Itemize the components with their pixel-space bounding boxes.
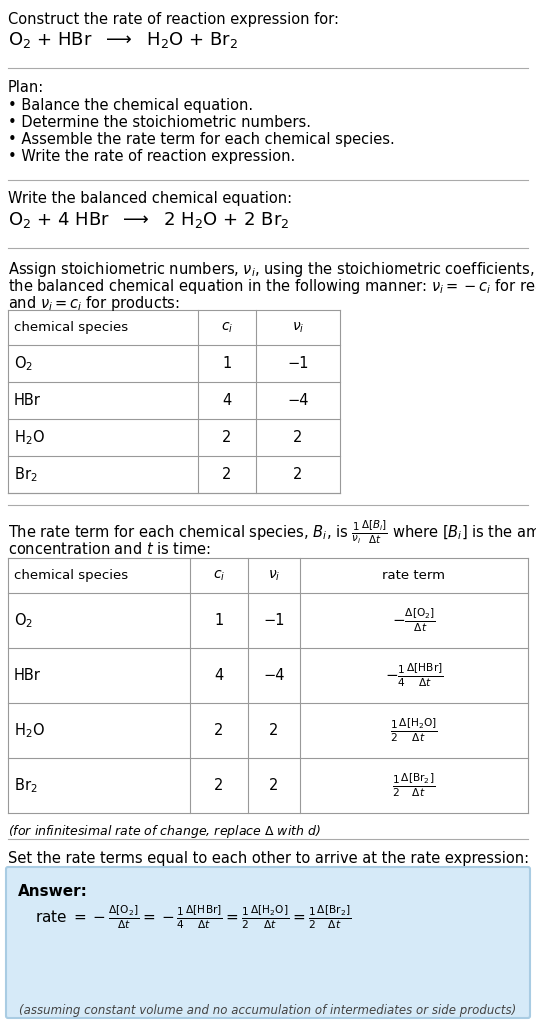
Text: −4: −4 (263, 668, 285, 683)
Text: rate $= -\frac{\Delta[\mathrm{O_2}]}{\Delta t} = -\frac{1}{4}\frac{\Delta[\mathr: rate $= -\frac{\Delta[\mathrm{O_2}]}{\De… (35, 903, 351, 931)
Text: $c_i$: $c_i$ (213, 568, 225, 583)
Text: $\frac{1}{2}\frac{\Delta[\mathrm{Br_2}]}{\Delta t}$: $\frac{1}{2}\frac{\Delta[\mathrm{Br_2}]}… (392, 772, 436, 799)
Text: • Determine the stoichiometric numbers.: • Determine the stoichiometric numbers. (8, 115, 311, 130)
Text: Construct the rate of reaction expression for:: Construct the rate of reaction expressio… (8, 12, 339, 27)
Text: $c_i$: $c_i$ (221, 320, 233, 334)
Text: • Balance the chemical equation.: • Balance the chemical equation. (8, 98, 253, 113)
Text: (assuming constant volume and no accumulation of intermediates or side products): (assuming constant volume and no accumul… (19, 1004, 517, 1017)
Text: $\frac{1}{2}\frac{\Delta[\mathrm{H_2O}]}{\Delta t}$: $\frac{1}{2}\frac{\Delta[\mathrm{H_2O}]}… (390, 716, 438, 744)
Text: 2: 2 (222, 467, 232, 482)
Text: 2: 2 (214, 778, 224, 793)
Text: 2: 2 (222, 430, 232, 445)
Text: • Write the rate of reaction expression.: • Write the rate of reaction expression. (8, 149, 295, 164)
Text: $\mathrm{O_2}$: $\mathrm{O_2}$ (14, 355, 33, 373)
Text: 2: 2 (269, 778, 279, 793)
Text: $\mathrm{O_2}$ + HBr  $\longrightarrow$  $\mathrm{H_2O}$ + $\mathrm{Br_2}$: $\mathrm{O_2}$ + HBr $\longrightarrow$ $… (8, 30, 238, 50)
Text: 2: 2 (293, 430, 303, 445)
Text: chemical species: chemical species (14, 569, 128, 582)
Text: 4: 4 (222, 393, 232, 408)
Text: $-\frac{1}{4}\frac{\Delta[\mathrm{HBr}]}{\Delta t}$: $-\frac{1}{4}\frac{\Delta[\mathrm{HBr}]}… (384, 661, 443, 689)
Text: Answer:: Answer: (18, 884, 88, 899)
FancyBboxPatch shape (6, 867, 530, 1018)
Text: (for infinitesimal rate of change, replace $\Delta$ with $d$): (for infinitesimal rate of change, repla… (8, 823, 321, 840)
Text: −1: −1 (287, 356, 309, 371)
Text: the balanced chemical equation in the following manner: $\nu_i = -c_i$ for react: the balanced chemical equation in the fo… (8, 277, 536, 296)
Text: chemical species: chemical species (14, 321, 128, 334)
Text: $\mathrm{O_2}$ + 4 HBr  $\longrightarrow$  2 $\mathrm{H_2O}$ + 2 $\mathrm{Br_2}$: $\mathrm{O_2}$ + 4 HBr $\longrightarrow$… (8, 210, 289, 230)
Text: Assign stoichiometric numbers, $\nu_i$, using the stoichiometric coefficients, $: Assign stoichiometric numbers, $\nu_i$, … (8, 260, 536, 279)
Text: rate term: rate term (383, 569, 445, 582)
Text: HBr: HBr (14, 393, 41, 408)
Text: $\nu_i$: $\nu_i$ (292, 320, 304, 334)
Text: $-\frac{\Delta[\mathrm{O_2}]}{\Delta t}$: $-\frac{\Delta[\mathrm{O_2}]}{\Delta t}$ (392, 607, 436, 635)
Text: $\mathrm{H_2O}$: $\mathrm{H_2O}$ (14, 722, 45, 740)
Text: Plan:: Plan: (8, 80, 44, 95)
Text: HBr: HBr (14, 668, 41, 683)
Text: −4: −4 (287, 393, 309, 408)
Text: −1: −1 (263, 613, 285, 628)
Text: concentration and $t$ is time:: concentration and $t$ is time: (8, 541, 211, 557)
Text: and $\nu_i = c_i$ for products:: and $\nu_i = c_i$ for products: (8, 294, 180, 313)
Text: 2: 2 (293, 467, 303, 482)
Text: 2: 2 (214, 723, 224, 738)
Text: $\mathrm{Br_2}$: $\mathrm{Br_2}$ (14, 776, 38, 795)
Text: Write the balanced chemical equation:: Write the balanced chemical equation: (8, 191, 292, 206)
Text: Set the rate terms equal to each other to arrive at the rate expression:: Set the rate terms equal to each other t… (8, 851, 529, 866)
Text: 1: 1 (222, 356, 232, 371)
Text: • Assemble the rate term for each chemical species.: • Assemble the rate term for each chemic… (8, 132, 394, 147)
Text: $\mathrm{Br_2}$: $\mathrm{Br_2}$ (14, 465, 38, 483)
Text: The rate term for each chemical species, $B_i$, is $\frac{1}{\nu_i}\frac{\Delta[: The rate term for each chemical species,… (8, 519, 536, 547)
Text: 4: 4 (214, 668, 224, 683)
Text: 1: 1 (214, 613, 224, 628)
Text: $\nu_i$: $\nu_i$ (268, 568, 280, 583)
Text: $\mathrm{H_2O}$: $\mathrm{H_2O}$ (14, 428, 45, 447)
Text: 2: 2 (269, 723, 279, 738)
Text: $\mathrm{O_2}$: $\mathrm{O_2}$ (14, 611, 33, 630)
